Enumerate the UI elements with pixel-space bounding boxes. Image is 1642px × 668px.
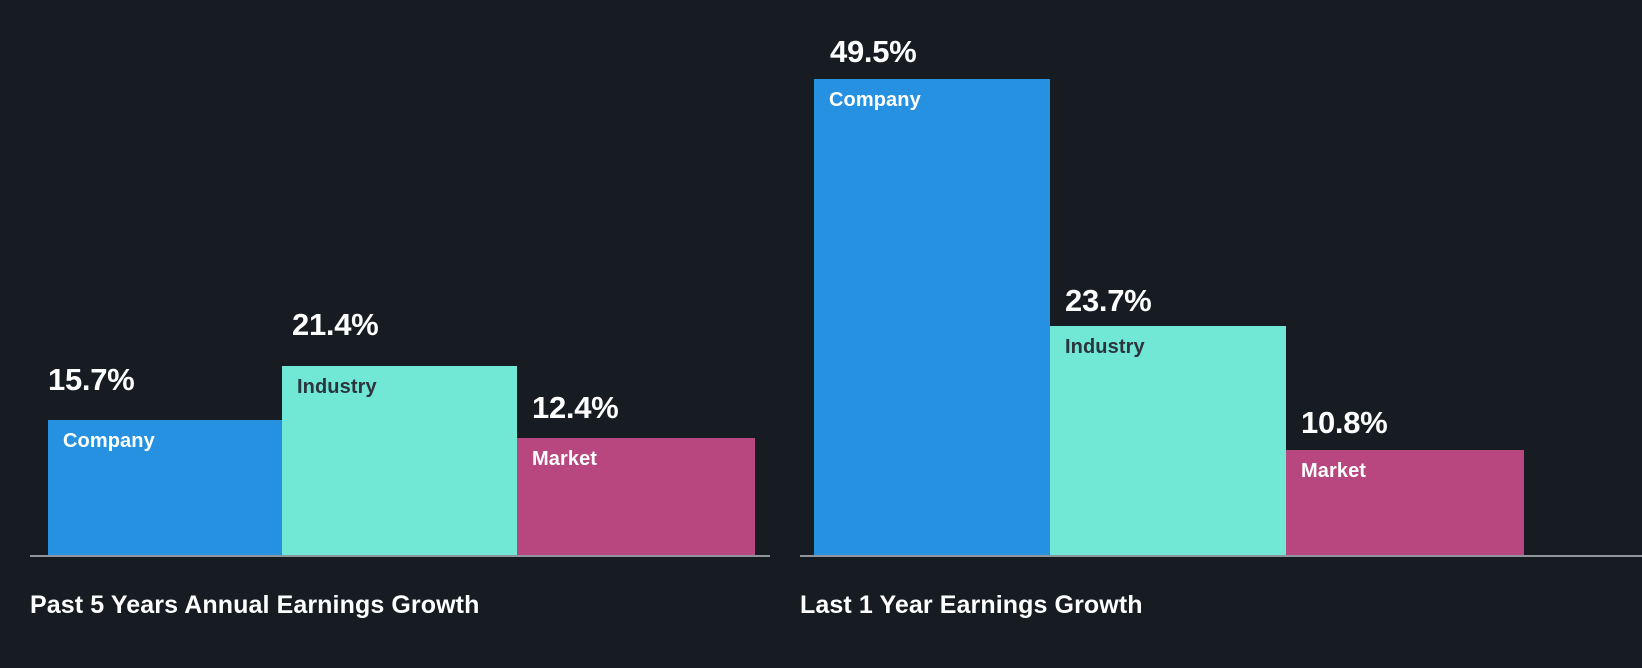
bar-fill-market: [517, 438, 755, 555]
panel-last-1-year: Company 49.5% Industry 23.7% Market 10.8…: [800, 0, 1642, 668]
bar-value-market-right: 10.8%: [1301, 405, 1388, 440]
bar-series-label-industry: Industry: [297, 376, 377, 398]
bar-company-right[interactable]: Company: [814, 79, 1050, 555]
axis-baseline-right: [800, 555, 1642, 557]
panel-caption-right: Last 1 Year Earnings Growth: [800, 591, 1143, 619]
bar-market-right[interactable]: Market: [1286, 450, 1524, 555]
bar-industry-right[interactable]: Industry: [1050, 326, 1286, 555]
bar-fill-company: [48, 420, 282, 555]
bar-value-company-left: 15.7%: [48, 362, 135, 397]
bar-series-label-market: Market: [532, 448, 598, 470]
bar-fill-market: [1286, 450, 1524, 555]
bar-value-industry-right: 23.7%: [1065, 283, 1152, 318]
bar-series-label-industry: Industry: [1065, 336, 1145, 358]
plot-area-left: Company 15.7% Industry 21.4% Market 12.4…: [0, 0, 800, 557]
bar-company-left[interactable]: Company: [48, 420, 282, 555]
panel-caption-left: Past 5 Years Annual Earnings Growth: [30, 591, 480, 619]
bar-series-label-company: Company: [63, 430, 155, 452]
bar-series-label-market: Market: [1301, 460, 1367, 482]
bar-market-left[interactable]: Market: [517, 438, 755, 555]
bar-fill-company: [814, 79, 1050, 555]
bar-fill-industry: [1050, 326, 1286, 555]
bar-industry-left[interactable]: Industry: [282, 366, 517, 555]
bar-value-industry-left: 21.4%: [292, 307, 379, 342]
bar-value-market-left: 12.4%: [532, 390, 619, 425]
axis-baseline-left: [30, 555, 770, 557]
bar-fill-industry: [282, 366, 517, 555]
panel-past-5-years: Company 15.7% Industry 21.4% Market 12.4…: [0, 0, 800, 668]
bar-series-label-company: Company: [829, 89, 921, 111]
bar-value-company-right: 49.5%: [830, 34, 917, 69]
plot-area-right: Company 49.5% Industry 23.7% Market 10.8…: [800, 0, 1642, 557]
